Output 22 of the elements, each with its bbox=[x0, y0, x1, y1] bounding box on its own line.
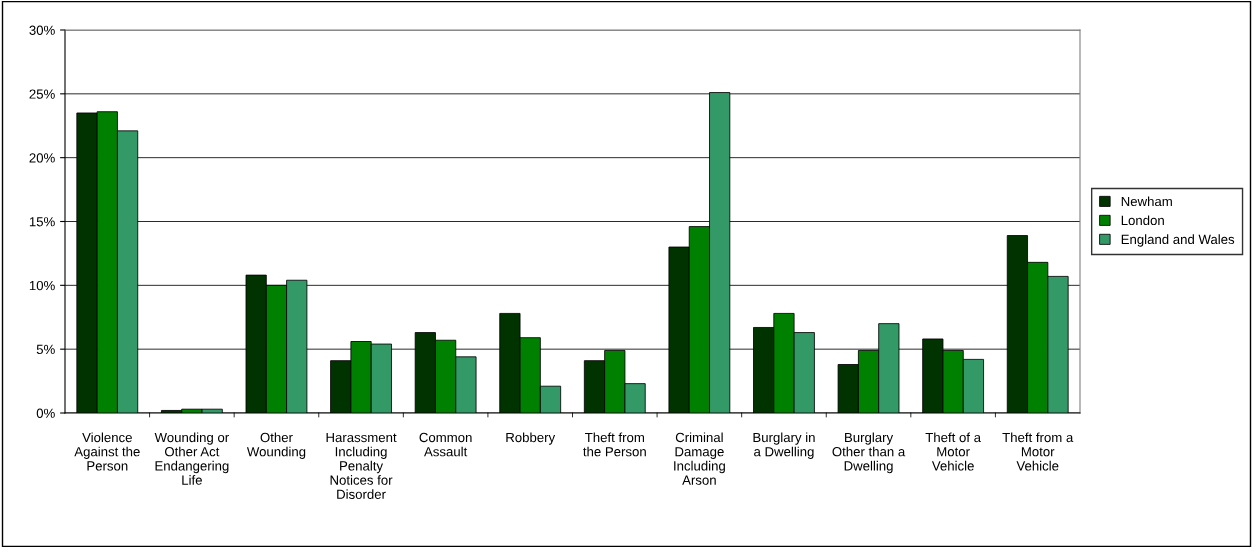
y-tick-label: 0% bbox=[36, 408, 55, 418]
y-tick-label: 10% bbox=[29, 280, 55, 291]
x-tick-label: Common Assault bbox=[419, 432, 472, 457]
x-tick-label: Violence Against the Person bbox=[74, 432, 140, 471]
x-tick-label: Other Wounding bbox=[246, 432, 306, 459]
x-tick-label: Robbery bbox=[506, 432, 556, 445]
x-tick-label: Theft of a Motor Vehicle bbox=[925, 432, 981, 471]
legend-label: London bbox=[1121, 215, 1164, 226]
x-tick-label: Wounding or Other Act Endangering Life bbox=[154, 432, 229, 485]
x-tick-label: Burglary Other than a Dwelling bbox=[832, 432, 906, 474]
legend-label: England and Wales bbox=[1121, 234, 1235, 247]
y-tick-label: 5% bbox=[36, 344, 55, 355]
x-tick-label: Theft from a Motor Vehicle bbox=[1002, 432, 1074, 471]
x-tick-label: Harassment Including Penalty Notices for Disorder bbox=[326, 432, 397, 499]
x-tick-label: Theft from the Person bbox=[583, 432, 646, 457]
y-tick-label: 20% bbox=[29, 153, 55, 163]
y-tick-label: 15% bbox=[29, 217, 55, 227]
y-tick-label: 30% bbox=[29, 25, 55, 35]
y-tick-label: 25% bbox=[29, 89, 55, 99]
x-tick-label: Criminal Damage Including Arson bbox=[674, 432, 725, 485]
x-tick-label: Burglary in a Dwelling bbox=[753, 432, 815, 459]
legend-label: Newham bbox=[1121, 196, 1172, 207]
